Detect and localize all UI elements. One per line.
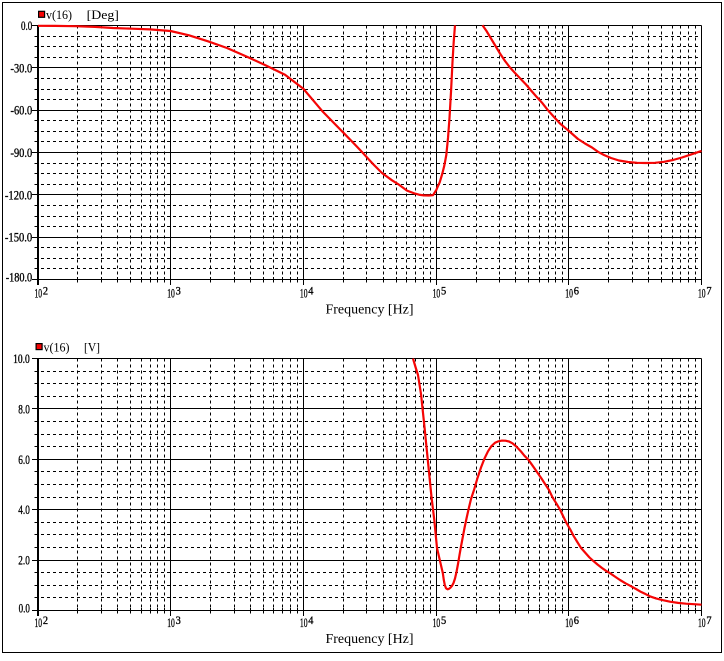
svg-text:10: 10 [300,615,308,630]
svg-text:10: 10 [433,286,441,301]
svg-text:5: 5 [441,613,446,627]
svg-text:6.0: 6.0 [18,452,30,467]
svg-text:10: 10 [167,615,175,630]
svg-text:10: 10 [565,615,573,630]
svg-text:2: 2 [43,613,48,627]
svg-text:10: 10 [433,615,441,630]
svg-text:-180.0: -180.0 [6,270,33,285]
svg-text:6: 6 [574,613,579,627]
svg-text:3: 3 [176,613,181,627]
svg-text:4: 4 [308,283,313,297]
svg-text:3: 3 [176,283,181,297]
svg-text:5: 5 [441,283,446,297]
svg-text:7: 7 [706,283,711,297]
svg-text:0.0: 0.0 [21,18,32,33]
svg-text:10: 10 [35,615,43,630]
svg-text:10: 10 [167,286,175,301]
svg-text:10.0: 10.0 [13,351,30,366]
svg-text:6: 6 [574,283,579,297]
svg-text:10: 10 [300,286,308,301]
svg-text:v(16): v(16) [46,7,72,22]
svg-text:2.0: 2.0 [18,553,30,568]
svg-text:v(16): v(16) [44,339,70,354]
svg-text:8.0: 8.0 [18,401,30,416]
svg-text:10: 10 [698,286,706,301]
svg-text:2: 2 [43,283,48,297]
svg-text:-90.0: -90.0 [11,145,33,160]
svg-text:[Deg]: [Deg] [87,7,119,22]
svg-text:-120.0: -120.0 [5,187,32,202]
svg-text:Frequency [Hz]: Frequency [Hz] [326,631,414,646]
svg-text:-30.0: -30.0 [11,60,33,75]
svg-text:10: 10 [698,615,706,630]
svg-text:7: 7 [706,613,711,627]
svg-text:[V]: [V] [84,339,100,354]
svg-text:10: 10 [35,286,43,301]
svg-text:4.0: 4.0 [18,502,30,517]
svg-text:-150.0: -150.0 [5,230,32,245]
svg-text:0.0: 0.0 [19,601,30,616]
svg-text:4: 4 [308,613,313,627]
svg-text:10: 10 [565,286,573,301]
svg-text:Frequency [Hz]: Frequency [Hz] [326,301,414,316]
svg-text:-60.0: -60.0 [11,103,33,118]
